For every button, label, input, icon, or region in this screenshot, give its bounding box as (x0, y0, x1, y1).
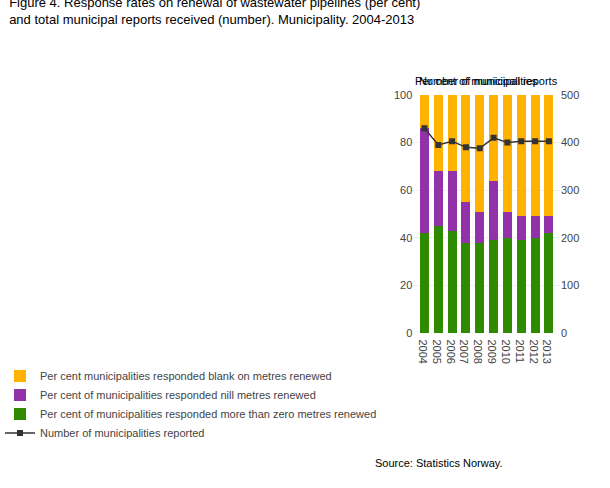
svg-text:2011: 2011 (514, 340, 526, 364)
svg-text:80: 80 (400, 136, 412, 148)
svg-text:Number of municipal reports: Number of municipal reports (419, 75, 558, 87)
svg-text:Number of municipalities repor: Number of municipalities reported (40, 427, 204, 439)
svg-text:2012: 2012 (528, 340, 540, 364)
svg-text:500: 500 (561, 89, 579, 101)
svg-text:0: 0 (561, 327, 567, 339)
svg-text:0: 0 (406, 327, 412, 339)
svg-text:40: 40 (400, 232, 412, 244)
svg-text:200: 200 (561, 232, 579, 244)
svg-text:60: 60 (400, 184, 412, 196)
svg-text:2009: 2009 (486, 340, 498, 364)
svg-text:100: 100 (394, 89, 412, 101)
svg-text:Per cent of municipalities res: Per cent of municipalities responded nil… (40, 389, 316, 401)
svg-text:Source: Statistics Norway.: Source: Statistics Norway. (375, 457, 503, 469)
svg-text:2004: 2004 (417, 340, 429, 364)
svg-text:2008: 2008 (472, 340, 484, 364)
svg-text:2010: 2010 (500, 340, 512, 364)
svg-text:Per cent of municipalities: Per cent of municipalities (415, 75, 538, 87)
svg-text:2013: 2013 (541, 340, 553, 364)
svg-text:100: 100 (561, 279, 579, 291)
svg-text:2005: 2005 (431, 340, 443, 364)
svg-text:2006: 2006 (445, 340, 457, 364)
svg-text:Per cent municipalities respon: Per cent municipalities responded blank … (40, 370, 332, 382)
svg-text:Per cent of municipalities res: Per cent of municipalities responded mor… (40, 408, 376, 420)
svg-text:300: 300 (561, 184, 579, 196)
svg-text:20: 20 (400, 279, 412, 291)
svg-text:2007: 2007 (458, 340, 470, 364)
svg-text:400: 400 (561, 136, 579, 148)
svg-text:Figure 4. Response rates on re: Figure 4. Response rates on renewal of w… (9, 0, 420, 27)
